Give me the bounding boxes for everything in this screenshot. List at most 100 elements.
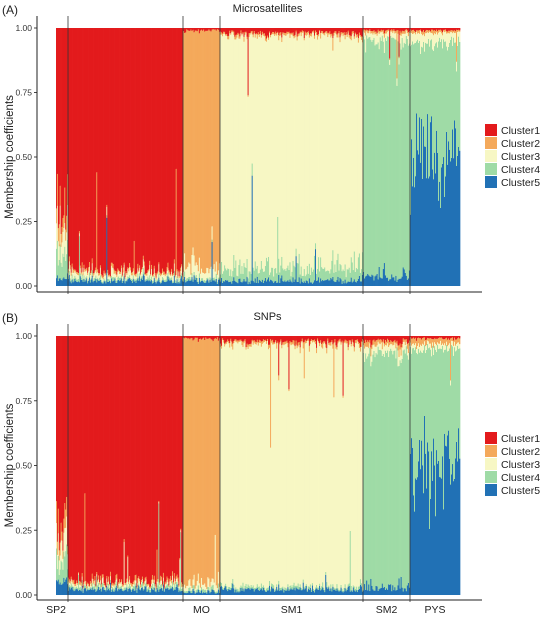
bar-segment-cluster1 bbox=[175, 28, 177, 169]
bar-segment-cluster2 bbox=[118, 582, 120, 584]
bar-segment-cluster3 bbox=[153, 268, 156, 277]
bar-segment-cluster2 bbox=[100, 274, 103, 277]
bar-segment-cluster3 bbox=[285, 343, 287, 589]
bar-segment-cluster2 bbox=[381, 30, 384, 32]
bar-segment-cluster1 bbox=[286, 28, 288, 32]
bar-segment-cluster5 bbox=[283, 281, 285, 286]
bar-segment-cluster4 bbox=[321, 586, 323, 590]
bar-segment-cluster2 bbox=[162, 584, 164, 587]
bar-segment-cluster3 bbox=[375, 346, 377, 353]
bar-segment-cluster3 bbox=[76, 273, 78, 280]
bar-segment-cluster2 bbox=[387, 338, 389, 344]
bar-segment-cluster5 bbox=[418, 154, 420, 286]
bar-segment-cluster2 bbox=[332, 38, 334, 51]
bar-segment-cluster2 bbox=[359, 34, 362, 37]
bar-segment-cluster4 bbox=[205, 281, 207, 283]
bar-segment-cluster1 bbox=[234, 28, 236, 37]
bar-segment-cluster5 bbox=[268, 277, 270, 286]
bar-segment-cluster3 bbox=[107, 273, 109, 280]
legend-swatch-cluster1 bbox=[485, 124, 497, 136]
bar-segment-cluster3 bbox=[197, 271, 200, 282]
bar-segment-cluster5 bbox=[190, 593, 192, 595]
bar-segment-cluster4 bbox=[333, 587, 335, 591]
bar-segment-cluster3 bbox=[156, 581, 158, 584]
bar-segment-cluster4 bbox=[311, 583, 314, 586]
bar-segment-cluster3 bbox=[195, 262, 198, 275]
bar-segment-cluster2 bbox=[415, 337, 417, 344]
bar-segment-cluster2 bbox=[103, 583, 105, 585]
bar-segment-cluster4 bbox=[387, 350, 389, 590]
bar-segment-cluster3 bbox=[310, 340, 313, 590]
bar-segment-cluster3 bbox=[313, 38, 316, 256]
bar-segment-cluster2 bbox=[229, 343, 231, 348]
bar-segment-cluster3 bbox=[99, 267, 102, 276]
bar-segment-cluster4 bbox=[118, 276, 120, 280]
bar-segment-cluster2 bbox=[344, 339, 346, 343]
bar-segment-cluster2 bbox=[389, 342, 391, 346]
bar-segment-cluster2 bbox=[371, 344, 373, 350]
bar-segment-cluster2 bbox=[179, 557, 181, 560]
bar-segment-cluster5 bbox=[171, 588, 173, 595]
bar-segment-cluster5 bbox=[139, 589, 141, 595]
bar-segment-cluster5 bbox=[156, 281, 158, 286]
bar-segment-cluster1 bbox=[347, 336, 350, 348]
bar-segment-cluster3 bbox=[425, 33, 427, 43]
bar-segment-cluster1 bbox=[297, 336, 299, 343]
bar-segment-cluster3 bbox=[301, 341, 304, 589]
bar-segment-cluster3 bbox=[291, 34, 293, 272]
bar-segment-cluster2 bbox=[130, 267, 132, 271]
bar-segment-cluster4 bbox=[101, 281, 104, 284]
bar-segment-cluster4 bbox=[235, 260, 237, 282]
bar-segment-cluster1 bbox=[264, 28, 267, 36]
bar-segment-cluster1 bbox=[92, 28, 94, 274]
bar-segment-cluster2 bbox=[257, 32, 260, 35]
bar-segment-cluster2 bbox=[278, 35, 280, 41]
bar-segment-cluster5 bbox=[306, 281, 309, 286]
bar-segment-cluster3 bbox=[151, 583, 153, 587]
bar-segment-cluster4 bbox=[160, 584, 162, 589]
bar-segment-cluster4 bbox=[283, 589, 285, 593]
bar-segment-cluster3 bbox=[326, 33, 328, 271]
bar-segment-cluster3 bbox=[322, 348, 324, 583]
bar-segment-cluster1 bbox=[448, 28, 450, 31]
bar-segment-cluster5 bbox=[330, 588, 332, 595]
bar-segment-cluster5 bbox=[289, 279, 291, 286]
bar-segment-cluster5 bbox=[89, 588, 92, 595]
bar-segment-cluster3 bbox=[302, 348, 305, 580]
bar-segment-cluster2 bbox=[275, 31, 277, 35]
bar-segment-cluster3 bbox=[111, 585, 114, 587]
bar-segment-cluster4 bbox=[186, 278, 188, 282]
bar-segment-cluster4 bbox=[265, 588, 268, 592]
bar-segment-cluster4 bbox=[64, 246, 66, 279]
bar-segment-cluster4 bbox=[108, 279, 110, 282]
bar-segment-cluster3 bbox=[72, 583, 74, 587]
bar-segment-cluster3 bbox=[229, 33, 231, 276]
bar-segment-cluster2 bbox=[282, 342, 284, 345]
bar-segment-cluster2 bbox=[165, 582, 167, 585]
bar-segment-cluster2 bbox=[357, 38, 360, 43]
bar-segment-cluster2 bbox=[172, 273, 175, 276]
bar-segment-cluster5 bbox=[430, 498, 432, 595]
bar-segment-cluster5 bbox=[204, 592, 206, 595]
bar-segment-cluster3 bbox=[105, 588, 107, 590]
bar-segment-cluster3 bbox=[415, 34, 417, 43]
bar-segment-cluster5 bbox=[454, 478, 456, 595]
bar-segment-cluster5 bbox=[417, 150, 419, 286]
bar-segment-cluster5 bbox=[276, 586, 278, 595]
bar-segment-cluster4 bbox=[174, 280, 177, 283]
bar-segment-cluster1 bbox=[239, 28, 241, 37]
bar-segment-cluster4 bbox=[121, 280, 124, 283]
bar-segment-cluster5 bbox=[383, 263, 386, 286]
bar-segment-cluster2 bbox=[88, 583, 90, 587]
bar-segment-cluster1 bbox=[280, 336, 282, 340]
bar-segment-cluster2 bbox=[209, 30, 211, 269]
bar-segment-cluster5 bbox=[399, 278, 401, 286]
bar-segment-cluster1 bbox=[256, 336, 259, 340]
bar-segment-cluster3 bbox=[342, 397, 344, 591]
bar-segment-cluster1 bbox=[318, 336, 320, 342]
bar-segment-cluster2 bbox=[247, 95, 249, 97]
bar-segment-cluster5 bbox=[280, 278, 282, 286]
bar-segment-cluster1 bbox=[187, 336, 189, 339]
bar-segment-cluster1 bbox=[336, 336, 338, 348]
bar-segment-cluster3 bbox=[372, 34, 374, 40]
